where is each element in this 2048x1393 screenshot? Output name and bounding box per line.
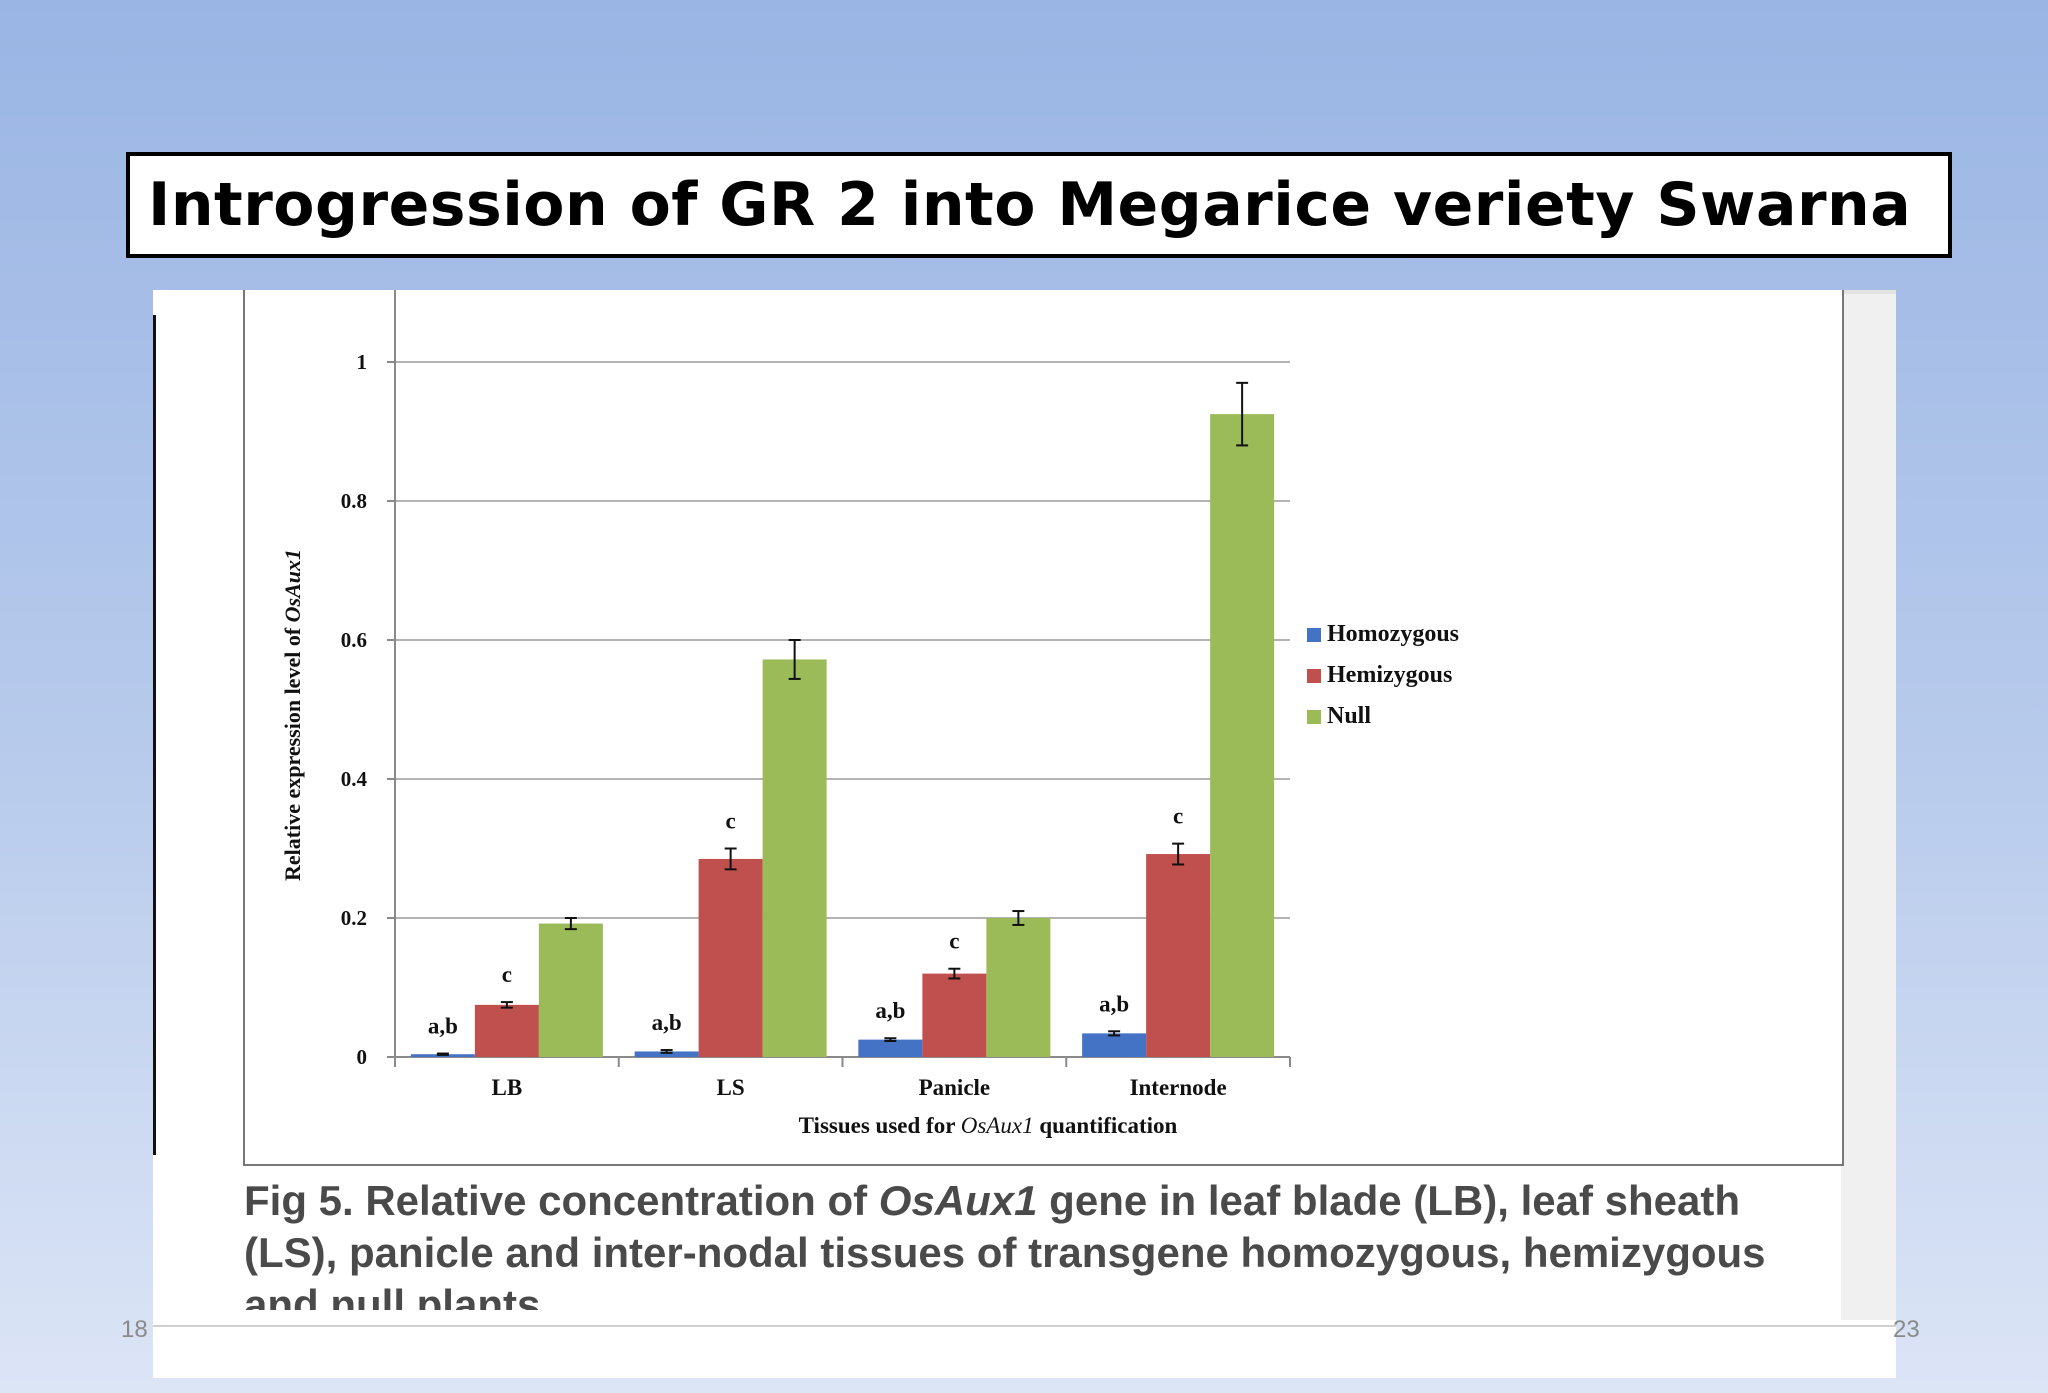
slide-title: Introgression of GR 2 into Megarice veri… bbox=[148, 170, 1912, 240]
slide-title-box: Introgression of GR 2 into Megarice veri… bbox=[126, 152, 1952, 258]
bar-homozygous-internode bbox=[1082, 1033, 1147, 1057]
x-axis-label-suffix: quantification bbox=[1034, 1113, 1178, 1138]
bar-homozygous-panicle bbox=[858, 1039, 923, 1057]
legend-label-homozygous: Homozygous bbox=[1327, 621, 1459, 647]
bar-null-lb bbox=[538, 923, 603, 1057]
figure-caption: Fig 5. Relative concentration of OsAux1 … bbox=[244, 1175, 1824, 1310]
y-tick-label: 0.8 bbox=[341, 489, 367, 513]
significance-label: a,b bbox=[428, 1014, 458, 1039]
slide-number: 23 bbox=[1893, 1316, 1920, 1343]
bar-hemizygous-panicle bbox=[922, 973, 987, 1057]
bar-null-panicle bbox=[986, 918, 1051, 1057]
bar-hemizygous-internode bbox=[1146, 854, 1211, 1057]
significance-label: a,b bbox=[875, 998, 905, 1023]
y-tick-label: 1 bbox=[357, 350, 368, 374]
y-tick-label: 0.6 bbox=[341, 628, 367, 652]
legend-label-hemizygous: Hemizygous bbox=[1327, 662, 1452, 688]
figure-panel: 0 0.2 0.4 0.6 0.8 1 LB LS Panicle Internode a,b c a,… bbox=[153, 290, 1896, 1378]
caption-gene: OsAux1 bbox=[878, 1177, 1038, 1224]
significance-label: a,b bbox=[1099, 991, 1129, 1016]
significance-label: c bbox=[949, 929, 959, 954]
significance-label: c bbox=[502, 962, 512, 987]
y-axis-label-gene: OsAux1 bbox=[280, 549, 305, 622]
x-tick-label: Internode bbox=[1130, 1075, 1227, 1100]
chart-frame: 0 0.2 0.4 0.6 0.8 1 LB LS Panicle Internode a,b c a,… bbox=[243, 290, 1844, 1166]
y-axis-label-text: Relative expression level of bbox=[280, 622, 305, 881]
legend-swatch-null bbox=[1307, 710, 1321, 724]
legend-label-null: Null bbox=[1327, 703, 1371, 729]
significance-label: c bbox=[726, 809, 736, 834]
y-axis-label: Relative expression level of OsAux1 bbox=[280, 549, 305, 881]
x-axis-label: Tissues used for OsAux1 quantification bbox=[799, 1113, 1178, 1138]
bar-null-ls bbox=[762, 659, 827, 1057]
significance-label: c bbox=[1173, 804, 1183, 829]
bar-hemizygous-lb bbox=[474, 1004, 539, 1057]
y-tick-label: 0 bbox=[357, 1045, 368, 1069]
legend-swatch-hemizygous bbox=[1307, 669, 1321, 683]
panel-right-margin-top bbox=[1841, 290, 1896, 294]
bar-hemizygous-ls bbox=[698, 858, 763, 1057]
x-tick-label: LS bbox=[717, 1075, 745, 1100]
x-tick-label: Panicle bbox=[919, 1075, 991, 1100]
x-axis-label-gene: OsAux1 bbox=[961, 1113, 1034, 1138]
x-tick-label: LB bbox=[492, 1075, 523, 1100]
y-tick-label: 0.2 bbox=[341, 906, 367, 930]
panel-left-border bbox=[153, 315, 156, 1155]
caption-suffix: gene in leaf blade (LB), leaf sheath (LS… bbox=[244, 1177, 1766, 1310]
bar-chart: 0 0.2 0.4 0.6 0.8 1 LB LS Panicle Internode a,b c a,… bbox=[280, 290, 1459, 1138]
legend-swatch-homozygous bbox=[1307, 628, 1321, 642]
significance-label: a,b bbox=[652, 1010, 682, 1035]
x-axis-label-text: Tissues used for bbox=[799, 1113, 961, 1138]
bar-homozygous-ls bbox=[634, 1051, 699, 1057]
bar-null-internode bbox=[1210, 414, 1275, 1057]
slide-date: 18 bbox=[121, 1316, 148, 1343]
caption-prefix: Fig 5. Relative concentration of bbox=[244, 1177, 879, 1224]
y-tick-label: 0.4 bbox=[341, 767, 368, 791]
panel-right-margin bbox=[1841, 290, 1896, 1320]
footer-rule bbox=[153, 1325, 1896, 1327]
